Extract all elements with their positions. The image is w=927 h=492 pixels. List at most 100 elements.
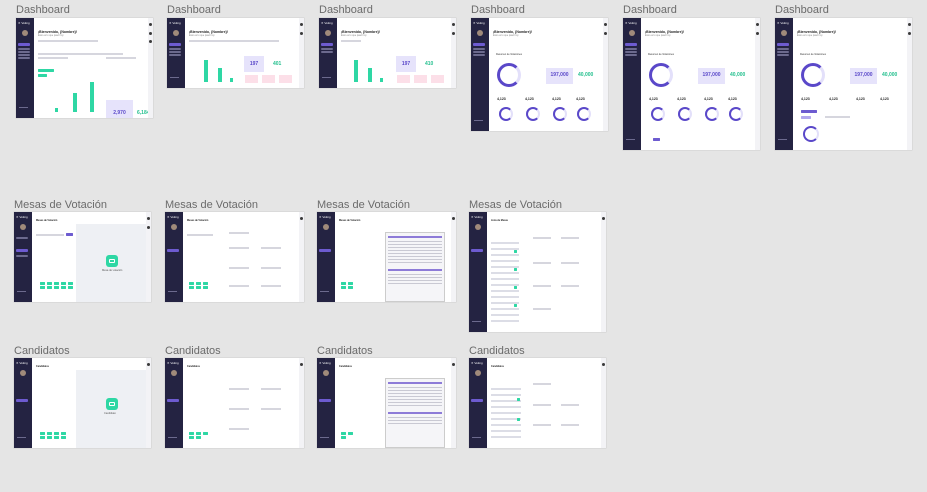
table-chip[interactable] [61,436,66,439]
table-row[interactable] [491,278,519,280]
table-chip[interactable] [348,432,353,435]
table-chip[interactable] [61,432,66,435]
table-row[interactable] [491,430,521,432]
dashboard-frame-5[interactable]: ✕ Voting ¡Bienvenido, {Nombre}! Esto es … [623,18,760,150]
sidebar-item[interactable] [625,54,637,56]
table-chip[interactable] [196,282,201,285]
mesas-frame-2[interactable]: ✕ Voting Mesas de Votación [165,212,304,302]
sidebar-item[interactable] [169,48,181,50]
table-row[interactable] [491,248,519,250]
sidebar-footer[interactable] [778,138,787,140]
table-chip[interactable] [40,282,45,285]
sidebar-item-dashboard[interactable] [473,43,485,46]
document-preview[interactable] [385,232,445,302]
dashboard-frame-6[interactable]: ✕ Voting ¡Bienvenido, {Nombre}! Esto es … [775,18,912,150]
sidebar-item[interactable] [625,48,637,50]
sidebar-footer[interactable] [19,106,28,108]
table-chip[interactable] [54,432,59,435]
sidebar-item-mesas[interactable] [167,249,179,252]
table-chip[interactable] [40,286,45,289]
table-chip[interactable] [61,282,66,285]
document-preview[interactable] [385,378,445,448]
table-chip[interactable] [47,282,52,285]
table-chip[interactable] [341,432,346,435]
table-row[interactable] [491,418,521,420]
sidebar-item-candidatos[interactable] [319,399,331,402]
table-chip[interactable] [54,282,59,285]
table-row[interactable] [491,284,519,286]
table-chip[interactable] [54,436,59,439]
sidebar-item[interactable] [18,57,30,59]
table-row[interactable] [491,308,519,310]
sidebar-footer[interactable] [17,436,26,438]
table-chip[interactable] [189,282,194,285]
table-chip[interactable] [68,282,73,285]
table-row[interactable] [491,400,521,402]
sidebar-item-candidatos[interactable] [167,399,179,402]
table-chip[interactable] [203,286,208,289]
table-chip[interactable] [61,286,66,289]
table-row[interactable] [491,254,519,256]
candidatos-frame-4[interactable]: ✕ Voting Candidatos [469,358,606,448]
sidebar-footer[interactable] [320,290,329,292]
table-chip[interactable] [341,282,346,285]
sidebar-item[interactable] [18,54,30,56]
sidebar-footer[interactable] [168,436,177,438]
table-row[interactable] [491,296,519,298]
table-chip[interactable] [203,432,208,435]
sidebar-item-candidatos[interactable] [16,399,28,402]
table-row[interactable] [491,412,521,414]
table-chip[interactable] [189,286,194,289]
sidebar-item[interactable] [473,51,485,53]
sidebar-footer[interactable] [170,76,179,78]
add-button[interactable] [66,233,73,236]
table-row[interactable] [491,302,519,304]
table-chip[interactable] [196,436,201,439]
sidebar-item[interactable] [473,54,485,56]
action-button[interactable] [653,138,660,141]
mesas-frame-4[interactable]: ✕ Voting Lista de Mesas [469,212,606,332]
table-row[interactable] [491,272,519,274]
table-chip[interactable] [341,286,346,289]
sidebar-item[interactable] [321,51,333,53]
sidebar-item[interactable] [18,51,30,53]
table-row[interactable] [491,266,519,268]
table-chip[interactable] [203,282,208,285]
table-chip[interactable] [47,432,52,435]
table-chip[interactable] [348,286,353,289]
table-row[interactable] [491,406,521,408]
table-row[interactable] [491,290,519,292]
dashboard-frame-4[interactable]: ✕ Voting ¡Bienvenido, {Nombre}! Esto es … [471,18,608,131]
sidebar-footer[interactable] [168,290,177,292]
table-chip[interactable] [341,436,346,439]
row-action[interactable] [514,268,517,271]
sidebar-item[interactable] [169,54,181,56]
row-action[interactable] [514,286,517,289]
filter-bar[interactable] [341,40,361,42]
sidebar-item[interactable] [18,48,30,50]
mesas-frame-3[interactable]: ✕ Voting Mesas de Votación [317,212,456,302]
table-chip[interactable] [40,436,45,439]
dashboard-frame-2[interactable]: ✕ Voting ¡Bienvenido, {Nombre}! Esto es … [167,18,304,88]
filter-bar[interactable] [189,40,279,42]
table-chip[interactable] [189,432,194,435]
sidebar-footer[interactable] [472,436,481,438]
row-action[interactable] [517,398,520,401]
sidebar-item[interactable] [625,51,637,53]
sidebar-footer[interactable] [322,76,331,78]
table-row[interactable] [491,394,521,396]
sidebar-item-mesas[interactable] [16,249,28,252]
table-row[interactable] [491,242,519,244]
mesas-frame-1[interactable]: ✕ Voting Mesas de Votación Mesa de votac… [14,212,151,302]
table-chip[interactable] [189,436,194,439]
candidatos-frame-1[interactable]: ✕ Voting Candidatos Candidato [14,358,151,448]
table-chip[interactable] [196,286,201,289]
sidebar-item[interactable] [16,237,28,239]
table-row[interactable] [491,424,521,426]
row-action[interactable] [514,304,517,307]
table-chip[interactable] [40,432,45,435]
candidatos-frame-2[interactable]: ✕ Voting Candidatos [165,358,304,448]
table-row[interactable] [491,260,519,262]
sidebar-footer[interactable] [472,320,481,322]
table-chip[interactable] [348,282,353,285]
